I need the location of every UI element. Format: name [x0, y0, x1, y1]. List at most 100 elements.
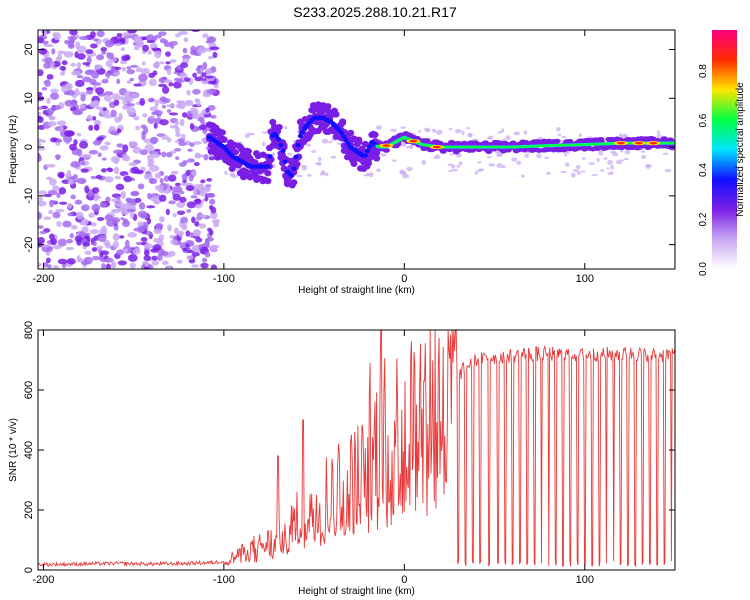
- scatter-blob: [433, 129, 437, 133]
- noise-blob: [38, 196, 43, 203]
- scatter-blob: [321, 138, 329, 144]
- noise-blob: [113, 99, 120, 106]
- noise-blob: [200, 118, 205, 125]
- x-axis-label: Height of straight line (km): [298, 586, 415, 597]
- noise-blob: [70, 62, 77, 67]
- noise-blob: [43, 62, 51, 69]
- heatmap-frame: [37, 29, 676, 270]
- scatter-blob: [474, 170, 479, 175]
- ridge-hot-core: [634, 141, 643, 145]
- noise-blob: [101, 51, 107, 55]
- ridge-mid: [273, 133, 280, 139]
- snr-series-line: [38, 330, 675, 568]
- noise-blob: [106, 51, 112, 59]
- ridge-mid: [297, 133, 303, 139]
- noise-blob: [117, 260, 127, 266]
- y-tick-label: 800: [23, 321, 35, 339]
- noise-blob: [181, 173, 188, 181]
- noise-blob: [96, 106, 104, 110]
- noise-blob: [64, 99, 74, 107]
- scatter-blob: [501, 165, 507, 168]
- noise-blob: [78, 91, 88, 97]
- noise-blob: [149, 136, 159, 144]
- noise-blob: [105, 60, 113, 68]
- colorbar-tick-label: 0.4: [698, 163, 709, 177]
- noise-blob: [158, 234, 164, 242]
- noise-blob: [175, 156, 180, 161]
- noise-blob: [86, 87, 94, 91]
- scatter-blob: [461, 130, 465, 136]
- noise-blob: [191, 30, 201, 33]
- noise-blob: [204, 240, 210, 248]
- noise-blob: [149, 78, 157, 87]
- noise-blob: [191, 216, 196, 224]
- noise-blob: [92, 38, 99, 42]
- noise-blob: [133, 115, 140, 121]
- noise-blob: [87, 69, 96, 74]
- noise-blob: [143, 126, 149, 135]
- ridge-outer: [382, 148, 390, 153]
- noise-blob: [147, 192, 152, 200]
- noise-blob: [102, 107, 107, 112]
- noise-blob: [97, 152, 102, 158]
- noise-blob: [38, 225, 44, 229]
- scatter-blob: [406, 166, 413, 172]
- noise-blob: [91, 71, 100, 79]
- noise-blob: [66, 238, 73, 244]
- noise-blob: [38, 236, 45, 244]
- noise-blob: [57, 258, 68, 265]
- noise-blob: [166, 68, 172, 75]
- noise-blob: [51, 185, 60, 192]
- noise-blob: [91, 255, 100, 261]
- noise-blob: [192, 245, 197, 252]
- noise-blob: [140, 213, 148, 219]
- noise-blob: [64, 39, 69, 45]
- y-tick-label: -10: [23, 188, 35, 204]
- noise-blob: [149, 115, 155, 119]
- noise-blob: [52, 105, 61, 111]
- noise-blob: [76, 61, 82, 70]
- noise-blob: [38, 142, 42, 147]
- noise-blob: [57, 171, 65, 178]
- noise-blob: [91, 82, 102, 86]
- noise-blob: [110, 156, 120, 163]
- noise-blob: [153, 122, 158, 129]
- noise-blob: [166, 104, 175, 108]
- ridge-outer: [339, 119, 347, 127]
- noise-blob: [109, 130, 118, 136]
- noise-blob: [169, 59, 177, 63]
- ridge-outer: [423, 138, 431, 143]
- scatter-blob: [610, 165, 614, 170]
- noise-blob: [154, 50, 162, 59]
- ridge-mid: [367, 144, 373, 149]
- scatter-blob: [520, 174, 525, 178]
- noise-blob: [201, 80, 210, 85]
- scatter-blob: [471, 138, 479, 142]
- noise-blob: [206, 177, 213, 182]
- ridge-outer: [365, 160, 373, 167]
- scatter-blob: [495, 153, 503, 158]
- noise-blob: [138, 73, 148, 82]
- noise-blob: [108, 125, 116, 132]
- noise-blob: [67, 179, 75, 185]
- noise-blob: [198, 124, 207, 130]
- noise-blob: [64, 130, 74, 137]
- scatter-blob: [458, 161, 463, 166]
- scatter-blob: [456, 164, 461, 168]
- noise-blob: [210, 264, 217, 269]
- noise-blob: [183, 37, 189, 43]
- scatter-blob: [656, 130, 661, 135]
- noise-blob: [192, 88, 201, 95]
- noise-blob: [205, 107, 210, 113]
- noise-blob: [151, 111, 160, 116]
- ridge-outer: [290, 179, 298, 186]
- noise-blob: [176, 201, 186, 209]
- noise-blob: [123, 175, 133, 183]
- scatter-blob: [478, 168, 485, 172]
- scatter-blob: [467, 132, 472, 137]
- scatter-blob: [287, 152, 293, 156]
- noise-blob: [175, 132, 181, 138]
- noise-blob: [127, 30, 137, 34]
- noise-blob: [88, 124, 94, 131]
